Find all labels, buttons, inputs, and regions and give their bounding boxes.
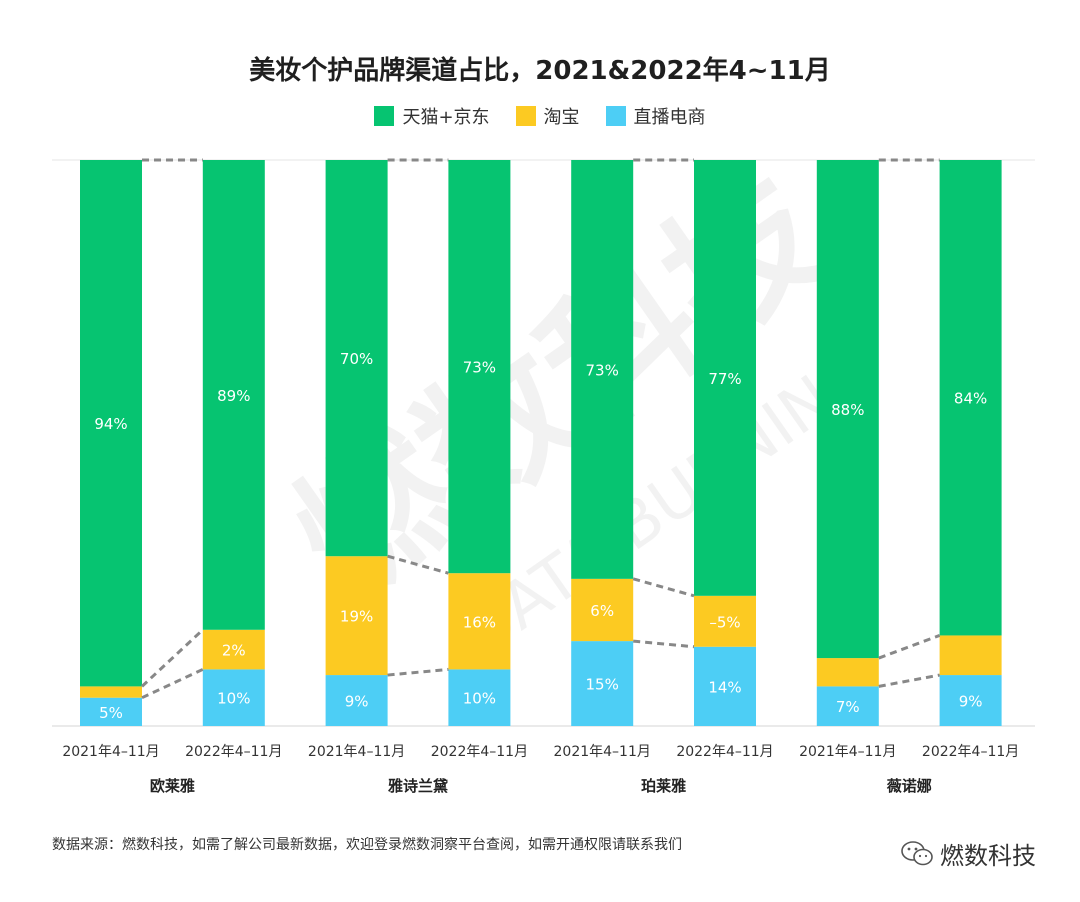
connector-live bbox=[387, 667, 449, 677]
legend-item-taobao: 淘宝 bbox=[515, 103, 580, 129]
bar-segment-taobao bbox=[80, 686, 142, 698]
bar-segment-taobao bbox=[325, 556, 388, 676]
legend-label-taobao: 淘宝 bbox=[543, 107, 580, 128]
x-tick-label: 2022年4–11月 bbox=[431, 744, 528, 760]
wechat-icon bbox=[901, 840, 933, 865]
data-label-tmall-jd: 77% bbox=[708, 370, 741, 388]
data-label-taobao: 19% bbox=[340, 608, 373, 626]
data-label-tmall-jd: 70% bbox=[340, 350, 373, 368]
bar-segment-tmall-jd bbox=[571, 160, 634, 579]
data-label-tmall-jd: 84% bbox=[954, 390, 987, 408]
bar-segment-taobao bbox=[571, 578, 634, 642]
data-label-live: 5% bbox=[99, 704, 123, 722]
connector-taobao bbox=[632, 577, 695, 598]
x-tick-label: 2021年4–11月 bbox=[554, 744, 651, 760]
bar-segment-live bbox=[939, 675, 1002, 726]
connector-live bbox=[141, 668, 204, 700]
bar-segment-live bbox=[202, 669, 265, 726]
bar-segment-tmall-jd bbox=[448, 160, 511, 574]
x-tick-label: 2021年4–11月 bbox=[308, 744, 405, 760]
data-source-note: 数据来源：燃数科技，如需了解公司最新数据，欢迎登录燃数洞察平台查阅，如需开通权限… bbox=[52, 837, 682, 853]
data-label-taobao: 6% bbox=[590, 602, 614, 620]
brand-group-label: 欧莱雅 bbox=[150, 777, 195, 795]
brand-group-label: 珀莱雅 bbox=[641, 777, 686, 795]
legend: 天猫+京东 淘宝 直播电商 bbox=[0, 103, 1080, 129]
bar-segment-tmall-jd bbox=[694, 160, 756, 596]
data-label-tmall-jd: 89% bbox=[217, 387, 250, 405]
brand-group-label: 雅诗兰黛 bbox=[387, 777, 448, 795]
x-tick-label: 2021年4–11月 bbox=[62, 744, 159, 760]
legend-swatch-taobao bbox=[515, 106, 536, 126]
connector-taobao bbox=[387, 554, 449, 575]
bar-segment-live bbox=[80, 697, 142, 726]
data-label-live: 10% bbox=[463, 690, 496, 708]
x-tick-label: 2021年4–11月 bbox=[799, 744, 896, 760]
bar-segment-live bbox=[325, 675, 388, 726]
data-label-live: 10% bbox=[217, 690, 250, 708]
legend-swatch-tmall-jd bbox=[374, 106, 395, 126]
bar-segment-taobao bbox=[939, 635, 1002, 676]
connector-live bbox=[878, 673, 940, 688]
bar-segment-taobao bbox=[694, 595, 756, 647]
data-label-tmall-jd: 73% bbox=[463, 359, 496, 377]
bar-segment-tmall-jd bbox=[80, 160, 142, 687]
bar-segment-tmall-jd bbox=[202, 160, 265, 630]
data-label-live: 9% bbox=[345, 693, 369, 711]
legend-item-tmall-jd: 天猫+京东 bbox=[374, 103, 490, 129]
brand-mark: 燃数科技 bbox=[900, 836, 1036, 871]
data-label-tmall-jd: 88% bbox=[831, 401, 864, 419]
x-tick-label: 2022年4–11月 bbox=[185, 744, 282, 760]
bar-segment-live bbox=[571, 641, 634, 726]
connector-live bbox=[633, 639, 695, 649]
x-tick-label: 2022年4–11月 bbox=[922, 744, 1019, 760]
legend-item-live: 直播电商 bbox=[605, 103, 706, 129]
legend-swatch-live bbox=[605, 106, 626, 126]
data-label-tmall-jd: 73% bbox=[586, 361, 619, 379]
bar-segment-live bbox=[694, 646, 756, 726]
bar-segment-live bbox=[816, 686, 879, 726]
data-label-taobao: –5% bbox=[709, 613, 740, 631]
data-label-live: 7% bbox=[836, 698, 860, 716]
data-label-live: 9% bbox=[959, 693, 983, 711]
data-label-tmall-jd: 94% bbox=[94, 415, 127, 433]
data-label-live: 15% bbox=[586, 676, 619, 694]
data-label-live: 14% bbox=[708, 678, 741, 696]
chart-title: 美妆个护品牌渠道占比，2021&2022年4~11月 bbox=[249, 56, 831, 86]
legend-label-tmall-jd: 天猫+京东 bbox=[402, 107, 490, 128]
x-tick-label: 2022年4–11月 bbox=[676, 744, 773, 760]
brand-name: 燃数科技 bbox=[940, 842, 1036, 870]
legend-label-live: 直播电商 bbox=[633, 107, 706, 128]
bar-segment-tmall-jd bbox=[325, 160, 388, 557]
bar-segment-live bbox=[448, 669, 511, 726]
bar-segment-taobao bbox=[816, 658, 879, 687]
bar-segment-tmall-jd bbox=[816, 160, 879, 659]
data-label-taobao: 16% bbox=[463, 613, 496, 631]
bar-segment-taobao bbox=[202, 629, 265, 670]
connector-taobao bbox=[140, 628, 204, 688]
connector-taobao bbox=[878, 634, 941, 660]
bar-segment-taobao bbox=[448, 573, 511, 670]
brand-group-label: 薇诺娜 bbox=[887, 777, 932, 795]
bar-segment-tmall-jd bbox=[939, 160, 1002, 636]
data-label-taobao: 2% bbox=[222, 642, 246, 660]
